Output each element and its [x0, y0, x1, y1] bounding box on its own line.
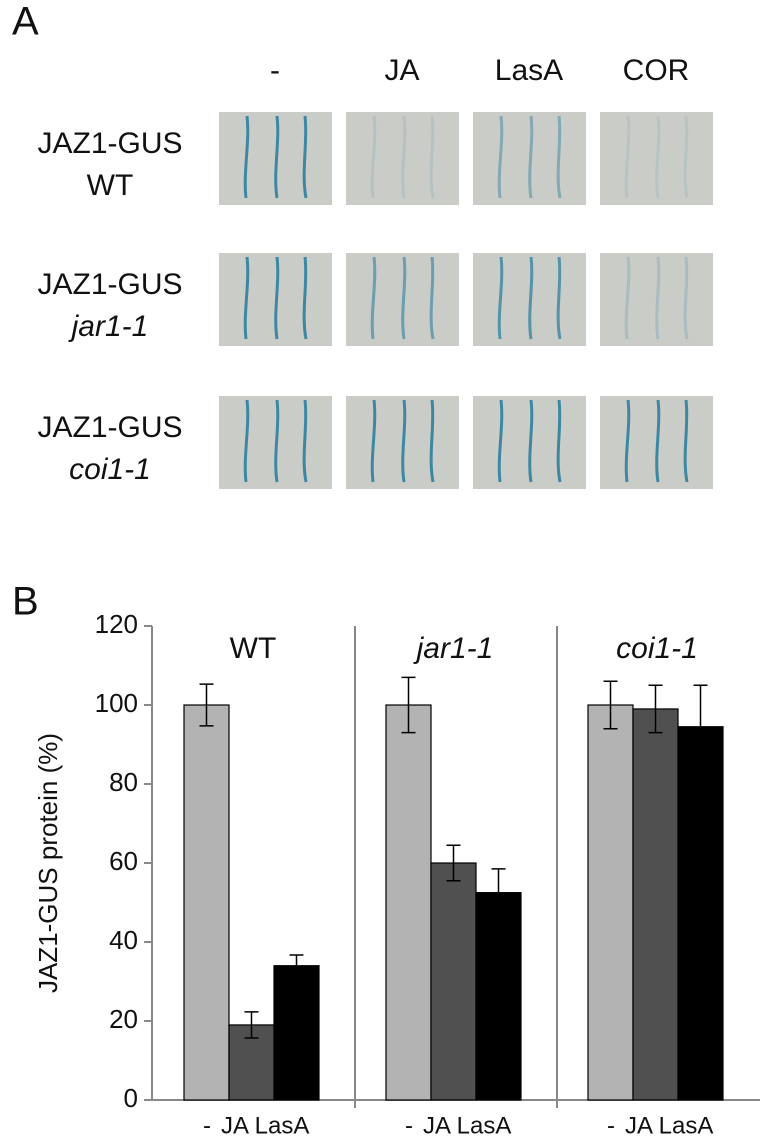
photo: [600, 253, 713, 346]
root-stain: [274, 256, 280, 340]
root-stain: [683, 399, 689, 483]
root-stain: [429, 399, 435, 483]
bar: [183, 704, 230, 1101]
root-stain: [243, 399, 250, 483]
row-label: coi1-1: [69, 453, 151, 486]
x-tick-label: LasA: [457, 1112, 512, 1139]
error-bar: [491, 868, 506, 918]
root-stain: [655, 115, 661, 199]
y-tick-label: 20: [109, 1004, 138, 1034]
y-tick-label: 0: [124, 1083, 138, 1113]
y-tick-label: 40: [109, 925, 138, 955]
root-stain: [401, 256, 407, 340]
x-tick-label: -: [405, 1112, 413, 1139]
root-stain: [274, 115, 280, 199]
root-stain: [302, 115, 308, 199]
root-stain: [624, 115, 631, 199]
error-bar: [401, 676, 416, 734]
y-tick-label: 80: [109, 767, 138, 797]
bar: [273, 965, 320, 1101]
root-stain: [429, 256, 435, 340]
bar: [385, 704, 432, 1101]
root-stain: [243, 256, 250, 340]
error-bar: [603, 680, 618, 730]
error-bar: [199, 683, 214, 727]
root-stain: [302, 399, 308, 483]
x-tick-label: -: [607, 1112, 615, 1139]
group-title: WT: [230, 632, 277, 665]
bar: [587, 704, 634, 1101]
error-bar: [289, 954, 304, 978]
error-bar: [244, 1011, 259, 1039]
root-stain: [370, 115, 377, 199]
root-stain: [655, 256, 661, 340]
photo: [600, 112, 713, 205]
bar: [632, 708, 679, 1101]
y-tick-label: 120: [95, 609, 138, 639]
root-stain: [370, 399, 377, 483]
photo: [346, 112, 459, 205]
root-stain: [302, 256, 308, 340]
bar: [430, 862, 477, 1101]
row-label: JAZ1-GUS: [37, 268, 182, 301]
group-title: coi1-1: [616, 632, 698, 665]
root-stain: [528, 256, 534, 340]
column-header: COR: [623, 54, 690, 87]
root-stain: [556, 399, 562, 483]
row-label: JAZ1-GUS: [37, 127, 182, 160]
root-stain: [401, 399, 407, 483]
root-stain: [401, 115, 407, 199]
photo: [473, 112, 586, 205]
column-header: JA: [384, 54, 419, 87]
y-axis-title: JAZ1-GUS protein (%): [33, 733, 63, 993]
root-stain: [556, 115, 562, 199]
bar: [475, 892, 522, 1101]
column-header: LasA: [495, 54, 563, 87]
root-stain: [497, 256, 504, 340]
column-header: -: [270, 54, 280, 87]
root-stain: [624, 399, 631, 483]
root-stain: [528, 115, 534, 199]
row-label: jar1-1: [68, 310, 149, 343]
bar: [677, 726, 724, 1101]
root-stain: [655, 399, 661, 483]
root-stain: [683, 115, 689, 199]
root-stain: [497, 115, 504, 199]
group-title: jar1-1: [413, 632, 494, 665]
row-label: JAZ1-GUS: [37, 411, 182, 444]
x-tick-label: JA: [423, 1112, 451, 1139]
root-stain: [429, 115, 435, 199]
error-bar: [648, 684, 663, 734]
x-tick-label: LasA: [659, 1112, 714, 1139]
root-stain: [243, 115, 250, 199]
root-stain: [556, 256, 562, 340]
root-stain: [497, 399, 504, 483]
panel-label: B: [12, 580, 39, 624]
y-tick-label: 100: [95, 688, 138, 718]
x-tick-label: JA: [221, 1112, 249, 1139]
root-stain: [528, 399, 534, 483]
root-stain: [624, 256, 631, 340]
x-tick-label: -: [203, 1112, 211, 1139]
root-stain: [683, 256, 689, 340]
root-stain: [370, 256, 377, 340]
y-tick-label: 60: [109, 846, 138, 876]
error-bar: [446, 844, 461, 882]
x-tick-label: JA: [625, 1112, 653, 1139]
root-stain: [274, 399, 280, 483]
x-tick-label: LasA: [255, 1112, 310, 1139]
row-label: WT: [87, 169, 134, 202]
panel-label: A: [12, 0, 39, 44]
error-bar: [693, 684, 708, 769]
